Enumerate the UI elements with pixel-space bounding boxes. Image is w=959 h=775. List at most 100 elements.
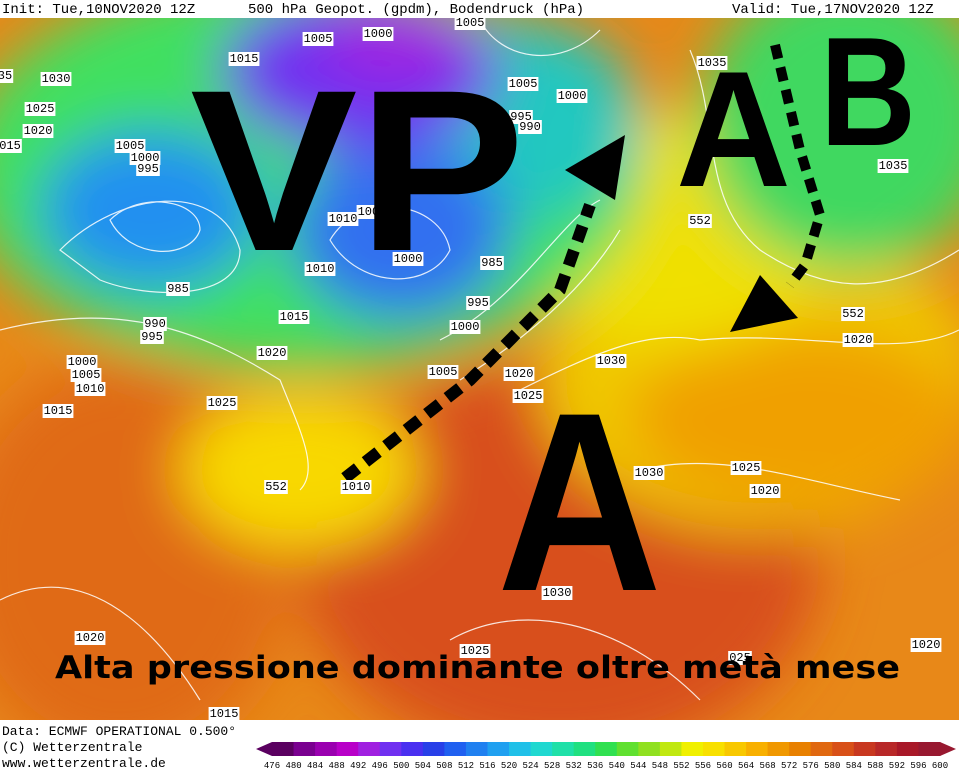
colorbar-label: 520 [501, 761, 517, 770]
colorbar-label: 532 [566, 761, 582, 770]
colorbar-label: 496 [372, 761, 388, 770]
colorbar-swatch [336, 742, 359, 756]
contour-label-bg [503, 367, 535, 381]
contour-label-bg [327, 212, 359, 226]
contour-label: 1000 [131, 151, 160, 165]
overlay-high: A [676, 37, 791, 221]
contour-label: 1030 [42, 72, 71, 86]
contour-label: 1020 [751, 484, 780, 498]
contour-label-bg [256, 346, 288, 360]
contour-label: 1030 [635, 466, 664, 480]
contour-label-bg [728, 651, 752, 665]
contour-label-bg [910, 638, 942, 652]
colorbar-swatch [638, 742, 661, 756]
contour-label: 1000 [364, 27, 393, 41]
header-title: 500 hPa Geopot. (gpdm), Bodendruck (hPa) [248, 2, 584, 18]
contour-label-bg [466, 296, 490, 310]
colorbar-label: 556 [695, 761, 711, 770]
contour-label: 1020 [76, 631, 105, 645]
colorbar-swatch [315, 742, 338, 756]
colorbar-swatch [724, 742, 747, 756]
contour-label: 1010 [329, 212, 358, 226]
header-bar [0, 0, 959, 18]
contour-label-bg [392, 252, 424, 266]
colorbar-label: 476 [264, 761, 280, 770]
contour-label: 995 [467, 296, 489, 310]
colorbar-swatch [681, 742, 704, 756]
contour-label: 1000 [394, 252, 423, 266]
contour-label-bg [730, 461, 762, 475]
contour-label: 985 [481, 256, 503, 270]
arrows [341, 43, 826, 483]
contour-label-bg [302, 32, 334, 46]
contour-label-bg [24, 102, 56, 116]
contour-label-bg [340, 480, 372, 494]
colorbar-label: 524 [522, 761, 538, 770]
contour-label: 990 [519, 120, 541, 134]
contour-label-bg [74, 631, 106, 645]
colorbar-label: 500 [393, 761, 409, 770]
contour-label-bg [143, 317, 167, 331]
colorbar-label: 508 [436, 761, 452, 770]
colorbar-label: 484 [307, 761, 323, 770]
contour-label-bg [595, 354, 627, 368]
colorbar-label: 504 [415, 761, 431, 770]
colorbar-swatch [422, 742, 445, 756]
contour-label-bg [556, 89, 588, 103]
contour-label: 985 [167, 282, 189, 296]
contour-label-bg [66, 355, 98, 369]
contour-label: 1000 [558, 89, 587, 103]
contour-label-bg [304, 262, 336, 276]
colorbar-label: 516 [479, 761, 495, 770]
colorbar: 476 480 484 488 492 496 500 504 508 512 516 520 524 5… [256, 742, 956, 771]
colorbar-label: 592 [889, 761, 905, 770]
colorbar-label: 572 [781, 761, 797, 770]
colorbar-swatch [444, 742, 467, 756]
contour-label: 1025 [26, 102, 55, 116]
contour-label-bg [278, 310, 310, 324]
colorbar-swatch [358, 742, 381, 756]
colorbar-swatch [272, 742, 295, 756]
colorbar-end [256, 742, 272, 756]
colorbar-swatch [509, 742, 532, 756]
contour-label: 1020 [912, 638, 941, 652]
colorbar-swatch [616, 742, 639, 756]
contour-label: 1035 [698, 56, 727, 70]
contour-label-bg [541, 586, 573, 600]
colorbar-label: 536 [587, 761, 603, 770]
contour-label: 1030 [543, 586, 572, 600]
colorbar-label: 540 [609, 761, 625, 770]
contour-label: 1010 [76, 382, 105, 396]
contour-label: 1025 [208, 396, 237, 410]
contour-label: 1005 [304, 32, 333, 46]
contour-label-bg [841, 307, 865, 321]
colorbar-end [940, 742, 956, 756]
contour-label: 1005 [72, 368, 101, 382]
contour-label-bg [114, 139, 146, 153]
colorbar-swatch [702, 742, 726, 756]
colorbar-label: 600 [932, 761, 948, 770]
contour-label-bg [140, 330, 164, 344]
contour-label: 1025 [514, 389, 543, 403]
contour-label-bg [264, 480, 288, 494]
contour-label: 1020 [258, 346, 287, 360]
contour-label-bg [449, 320, 481, 334]
contour-label: 1015 [44, 404, 73, 418]
contour-label-bg [129, 151, 161, 165]
contour-label: 1030 [597, 354, 626, 368]
contour-label-bg [206, 396, 238, 410]
contour-label: 1025 [732, 461, 761, 475]
overlay-high: A [497, 360, 662, 645]
colorbar-label: 544 [630, 761, 646, 770]
contour-label-bg [454, 16, 486, 30]
colorbar-label: 588 [867, 761, 883, 770]
colorbar-swatch [487, 742, 510, 756]
contour-label: 1015 [280, 310, 309, 324]
contour-label: 1020 [844, 333, 873, 347]
header-init: Init: Tue,10NOV2020 12Z [2, 2, 195, 18]
contour-label-bg [356, 205, 388, 219]
colorbar-swatch [595, 742, 618, 756]
contour-label-bg [842, 333, 874, 347]
contour-label: 990 [144, 317, 166, 331]
contour-label-bg [507, 77, 539, 91]
